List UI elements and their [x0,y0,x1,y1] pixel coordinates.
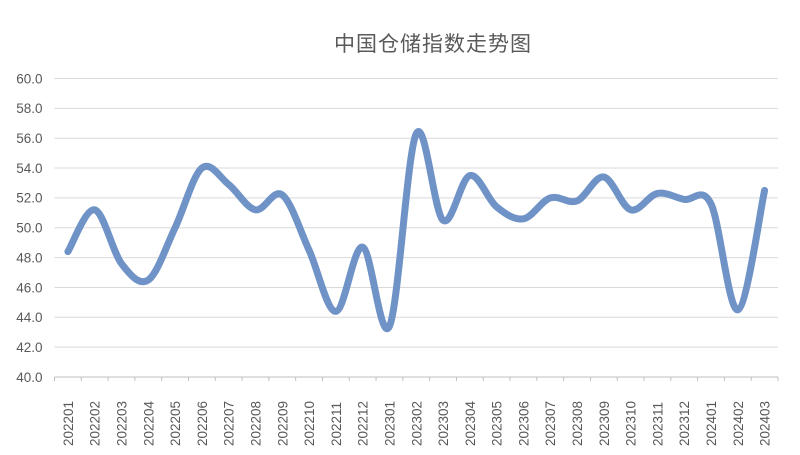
y-axis-tick-label: 42.0 [16,340,42,355]
x-axis-tick-label: 202311 [650,402,665,446]
x-axis-tick-label: 202301 [382,401,397,446]
x-axis-tick-label: 202211 [329,402,344,446]
y-axis-tick-label: 44.0 [16,310,42,325]
x-axis-tick-label: 202306 [516,401,531,446]
x-axis-tick-label: 202403 [758,401,773,446]
x-axis-tick-label: 202305 [490,401,505,446]
y-axis-tick-label: 58.0 [16,101,42,116]
x-axis-tick-label: 202307 [543,401,558,446]
y-axis-tick-label: 54.0 [16,161,42,176]
x-axis-tick-label: 202202 [88,401,103,446]
y-axis-tick-label: 46.0 [16,280,42,295]
index-series-line [64,128,769,333]
x-axis-tick-label: 202304 [463,400,478,446]
chart-title: 中国仓储指数走势图 [334,32,532,56]
x-axis-tick-label: 202310 [624,401,639,446]
y-axis-tick-label: 48.0 [16,250,42,265]
gridlines [54,78,778,378]
x-axis-tick-label: 202402 [731,401,746,446]
x-axis-tick-label: 202302 [409,401,424,446]
x-axis-tick-label: 202207 [222,401,237,446]
x-axis-tick-label: 202205 [168,401,183,446]
x-axis-tick-label: 202201 [61,401,76,446]
x-axis [54,377,779,381]
x-axis-tick-label: 202309 [597,401,612,446]
x-axis-tick-label: 202210 [302,401,317,446]
x-axis-tick-label: 202209 [275,401,290,446]
x-axis-tick-label: 202401 [704,401,719,446]
x-axis-tick-label: 202303 [436,401,451,446]
y-axis-tick-label: 40.0 [16,370,42,385]
x-axis-tick-label: 202206 [195,401,210,446]
y-axis-tick-label: 50.0 [16,221,42,236]
x-axis-tick-label: 202204 [141,400,156,446]
y-axis-labels: 60.0 58.0 56.0 54.0 52.0 50.0 48.0 46.0 44.0 42.0… [16,71,42,385]
x-axis-tick-label: 202212 [356,401,371,446]
x-axis-labels: 202201 202202 202203 202204 202205 202206 2022… [61,400,773,446]
y-axis-tick-label: 52.0 [16,191,42,206]
y-axis-tick-label: 56.0 [16,131,42,146]
y-axis-tick-label: 60.0 [16,71,42,86]
x-axis-tick-label: 202208 [248,401,263,446]
x-axis-tick-label: 202308 [570,401,585,446]
x-axis-tick-label: 202203 [114,401,129,446]
x-axis-tick-label: 202312 [677,401,692,446]
